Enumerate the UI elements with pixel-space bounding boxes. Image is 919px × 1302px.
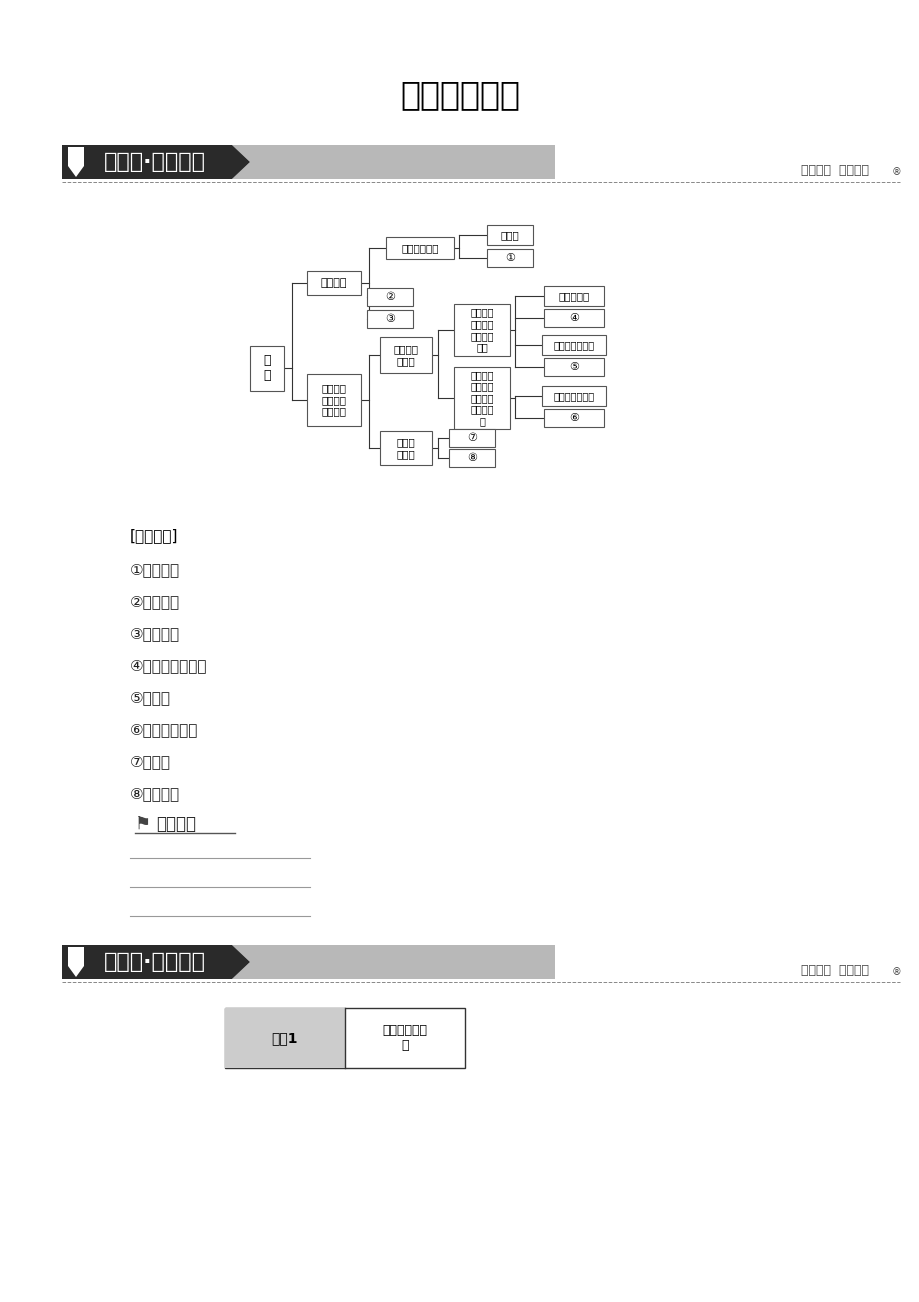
Text: 总体分布
的估计: 总体分布 的估计 bbox=[393, 344, 418, 366]
Text: 知识体系  反哺教材: 知识体系 反哺教材 bbox=[800, 164, 868, 177]
Text: 章末分层突破: 章末分层突破 bbox=[400, 78, 519, 112]
Text: ②系统抽样: ②系统抽样 bbox=[130, 595, 180, 609]
Text: ④: ④ bbox=[568, 312, 578, 323]
Text: ④频率分布直方图: ④频率分布直方图 bbox=[130, 659, 208, 673]
Polygon shape bbox=[68, 147, 84, 177]
FancyBboxPatch shape bbox=[307, 271, 360, 296]
Text: 频率分布表: 频率分布表 bbox=[558, 292, 589, 301]
Text: ⑤: ⑤ bbox=[568, 362, 578, 372]
Text: ③分层抽样: ③分层抽样 bbox=[130, 626, 180, 642]
Text: [自我校对]: [自我校对] bbox=[130, 529, 178, 543]
FancyBboxPatch shape bbox=[543, 286, 604, 306]
Text: ⚑: ⚑ bbox=[135, 815, 151, 833]
Text: ⑥: ⑥ bbox=[568, 413, 578, 423]
Text: 抽签法: 抽签法 bbox=[500, 230, 519, 240]
Text: 主题1: 主题1 bbox=[271, 1031, 298, 1046]
FancyBboxPatch shape bbox=[453, 303, 509, 355]
FancyBboxPatch shape bbox=[380, 431, 432, 465]
FancyBboxPatch shape bbox=[543, 358, 604, 376]
FancyBboxPatch shape bbox=[307, 374, 360, 426]
Text: ⑤茎叶图: ⑤茎叶图 bbox=[130, 690, 171, 706]
Text: 抽样方法及应
用: 抽样方法及应 用 bbox=[382, 1023, 427, 1052]
Text: ⑧回归方程: ⑧回归方程 bbox=[130, 786, 180, 802]
FancyBboxPatch shape bbox=[541, 385, 606, 406]
Bar bbox=[225, 1008, 345, 1068]
Polygon shape bbox=[68, 947, 84, 976]
Text: 提升层·能力强化: 提升层·能力强化 bbox=[104, 952, 206, 973]
Text: 数据的整
理分析与
统计决策: 数据的整 理分析与 统计决策 bbox=[321, 383, 346, 417]
Text: ③: ③ bbox=[384, 314, 394, 324]
FancyBboxPatch shape bbox=[386, 237, 453, 259]
Text: ①: ① bbox=[505, 253, 515, 263]
Text: 平均数及其估计: 平均数及其估计 bbox=[553, 391, 594, 401]
Text: ®: ® bbox=[891, 967, 901, 976]
Text: ⑦散点图: ⑦散点图 bbox=[130, 754, 171, 769]
Text: 变量的
相关性: 变量的 相关性 bbox=[396, 437, 414, 458]
Text: ①随机数法: ①随机数法 bbox=[130, 562, 180, 578]
FancyBboxPatch shape bbox=[380, 337, 432, 372]
FancyBboxPatch shape bbox=[543, 409, 604, 427]
Polygon shape bbox=[62, 145, 250, 178]
Polygon shape bbox=[232, 945, 554, 979]
Text: 学思心得: 学思心得 bbox=[156, 815, 196, 833]
Text: 用样本的
频率分布
估计总体
分布: 用样本的 频率分布 估计总体 分布 bbox=[470, 307, 494, 353]
FancyBboxPatch shape bbox=[543, 309, 604, 327]
FancyBboxPatch shape bbox=[367, 288, 413, 306]
FancyBboxPatch shape bbox=[486, 249, 532, 267]
Text: 抽样方法: 抽样方法 bbox=[321, 279, 346, 288]
Text: 频率分布条形图: 频率分布条形图 bbox=[553, 340, 594, 350]
FancyBboxPatch shape bbox=[448, 428, 494, 447]
Text: ⑥方差与标准差: ⑥方差与标准差 bbox=[130, 723, 199, 737]
Text: 简单随机抽样: 简单随机抽样 bbox=[401, 243, 438, 253]
FancyBboxPatch shape bbox=[453, 367, 509, 428]
Text: 巩固层·知识整合: 巩固层·知识整合 bbox=[104, 152, 206, 172]
FancyBboxPatch shape bbox=[367, 310, 413, 328]
FancyBboxPatch shape bbox=[541, 335, 606, 355]
Bar bbox=[225, 1008, 464, 1068]
FancyBboxPatch shape bbox=[250, 345, 284, 391]
FancyBboxPatch shape bbox=[486, 225, 532, 245]
FancyBboxPatch shape bbox=[448, 449, 494, 467]
Polygon shape bbox=[62, 945, 250, 979]
Text: ⑦: ⑦ bbox=[467, 434, 476, 443]
Text: 用样本的
数字特征
估计总体
的数字特
征: 用样本的 数字特征 估计总体 的数字特 征 bbox=[470, 370, 494, 426]
Polygon shape bbox=[232, 145, 554, 178]
Text: 统
计: 统 计 bbox=[263, 354, 270, 381]
Text: ®: ® bbox=[891, 167, 901, 177]
Text: 深化整合  探究提升: 深化整合 探究提升 bbox=[800, 963, 868, 976]
Text: ⑧: ⑧ bbox=[467, 453, 476, 464]
Text: ②: ② bbox=[384, 292, 394, 302]
